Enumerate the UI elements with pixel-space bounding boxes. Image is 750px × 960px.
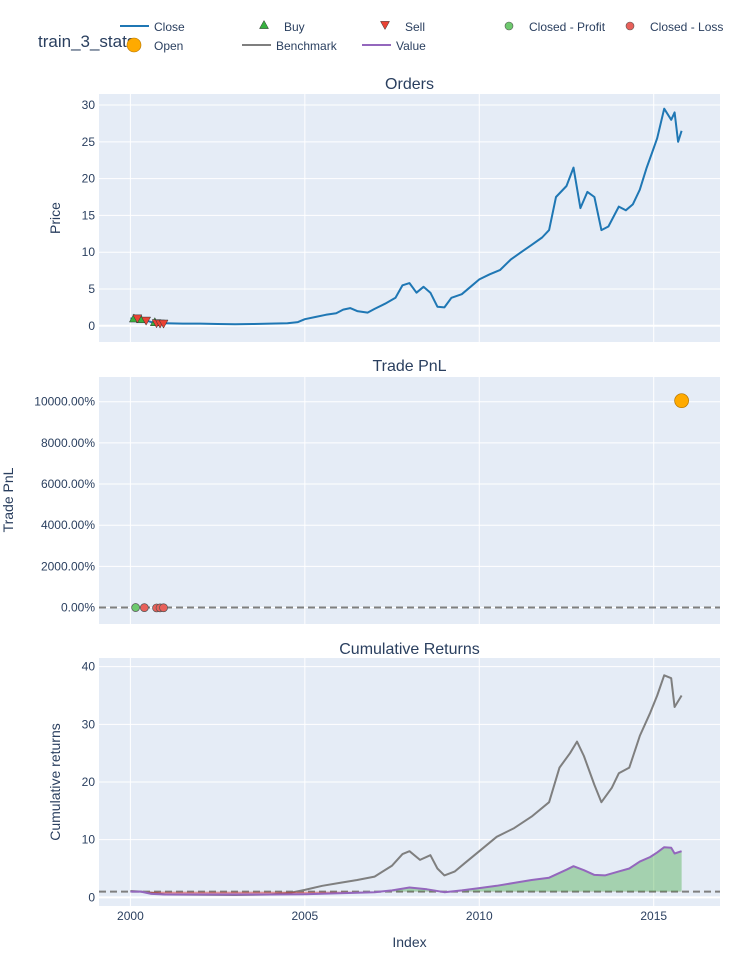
cumulative-returns-benchmark-line [130,674,683,896]
orders-y-tick-label: 15 [82,208,96,222]
cumulative-returns-y-tick-label: 0 [88,890,95,904]
trade-pnl-closed-profit-point [131,603,140,612]
orders-sell-marker [158,319,169,329]
legend-label: Benchmark [276,39,338,53]
cumulative-returns-y-tick-label: 40 [82,660,96,674]
trade-pnl-open-point [674,393,689,409]
cumulative-returns-value-line [130,846,682,896]
legend-swatch-marker [380,21,390,31]
cumulative-returns-x-tick-label: 2010 [466,909,493,923]
orders-y-tick-label: 5 [88,282,95,296]
legend: Close Buy Sell Closed - Profit Closed - Loss… [120,19,723,53]
cumulative-returns-grid [99,658,720,906]
trade-pnl-y-tick-label: 6000.00% [41,477,95,491]
orders-y-tick-label: 0 [88,319,95,333]
orders-sell-marker [132,314,143,324]
legend-swatch-marker [259,19,269,29]
legend-item-closed-loss: Closed - Loss [625,20,723,34]
orders-y-tick-label: 10 [82,245,96,259]
orders-y-axis-title: Price [47,202,63,234]
orders-y-tick-label: 25 [82,135,96,149]
trade-pnl-closed-loss-point [159,603,168,613]
cumulative-returns-x-tick-label: 2005 [291,909,318,923]
figure-title: train_3_stats [38,32,135,51]
legend-item-value: Value [362,39,426,53]
orders-plot-area [99,94,720,342]
orders-y-tick-label: 30 [82,98,96,112]
legend-swatch-marker [504,21,514,31]
trade-pnl-y-axis-title: Trade PnL [0,467,16,532]
legend-label: Close [154,20,185,34]
trade-pnl-y-tick-label: 8000.00% [41,436,95,450]
cumulative-returns-y-tick-label: 20 [82,775,96,789]
legend-item-buy: Buy [259,19,305,34]
orders-title: Orders [385,76,434,93]
orders-sell-marker [141,316,152,326]
legend-swatch-marker [126,37,142,53]
trade-pnl-title: Trade PnL [372,358,446,375]
cumulative-returns-y-tick-label: 30 [82,717,96,731]
legend-label: Closed - Loss [650,20,723,34]
cumulative-returns-x-tick-label: 2015 [640,909,667,923]
orders-close-line [130,107,683,326]
cumulative-returns-y-ticks: 0 10 20 30 40 [82,660,96,905]
x-axis-title: Index [392,934,426,950]
cumulative-returns-x-tick-label: 2000 [117,909,144,923]
legend-item-benchmark: Benchmark [242,39,338,53]
orders-y-ticks: 0 5 10 15 20 25 30 [82,98,96,333]
legend-label: Value [396,39,426,53]
cumulative-returns-title: Cumulative Returns [339,641,480,658]
cumulative-returns-y-axis-title: Cumulative returns [47,723,63,841]
orders-data [128,107,683,329]
orders-grid [99,94,720,342]
orders-panel: Orders Price 0 5 10 15 20 25 30 [47,76,720,342]
trade-pnl-y-tick-label: 4000.00% [41,518,95,532]
trade-pnl-panel: Trade PnL Trade PnL 0.00% 2000.00% 4000.00… [0,358,720,624]
trade-pnl-plot-area [99,377,720,624]
legend-swatch-marker [625,21,635,31]
cumulative-returns-x-ticks: 2000 2005 2010 2015 [117,909,667,923]
trade-pnl-closed-loss-point [140,603,149,612]
trade-pnl-data [99,393,720,613]
value-profit-area [130,847,682,892]
legend-label: Closed - Profit [529,20,606,34]
legend-item-closed-profit: Closed - Profit [504,20,606,34]
cumulative-returns-panel: Cumulative Returns Cumulative returns 0 1… [47,641,720,923]
trade-pnl-y-ticks: 0.00% 2000.00% 4000.00% 6000.00% 8000.00% 100… [34,395,95,615]
orders-y-tick-label: 20 [82,172,96,186]
legend-item-open: Open [126,37,183,53]
cumulative-returns-y-tick-label: 10 [82,833,96,847]
legend-label: Open [154,39,183,53]
legend-item-close: Close [120,20,185,34]
trade-pnl-y-tick-label: 0.00% [61,601,95,615]
trade-pnl-y-tick-label: 2000.00% [41,559,95,573]
legend-item-sell: Sell [380,20,425,34]
cumulative-returns-data [99,674,720,896]
legend-label: Sell [405,20,425,34]
trade-pnl-y-tick-label: 10000.00% [34,395,95,409]
legend-label: Buy [284,20,305,34]
